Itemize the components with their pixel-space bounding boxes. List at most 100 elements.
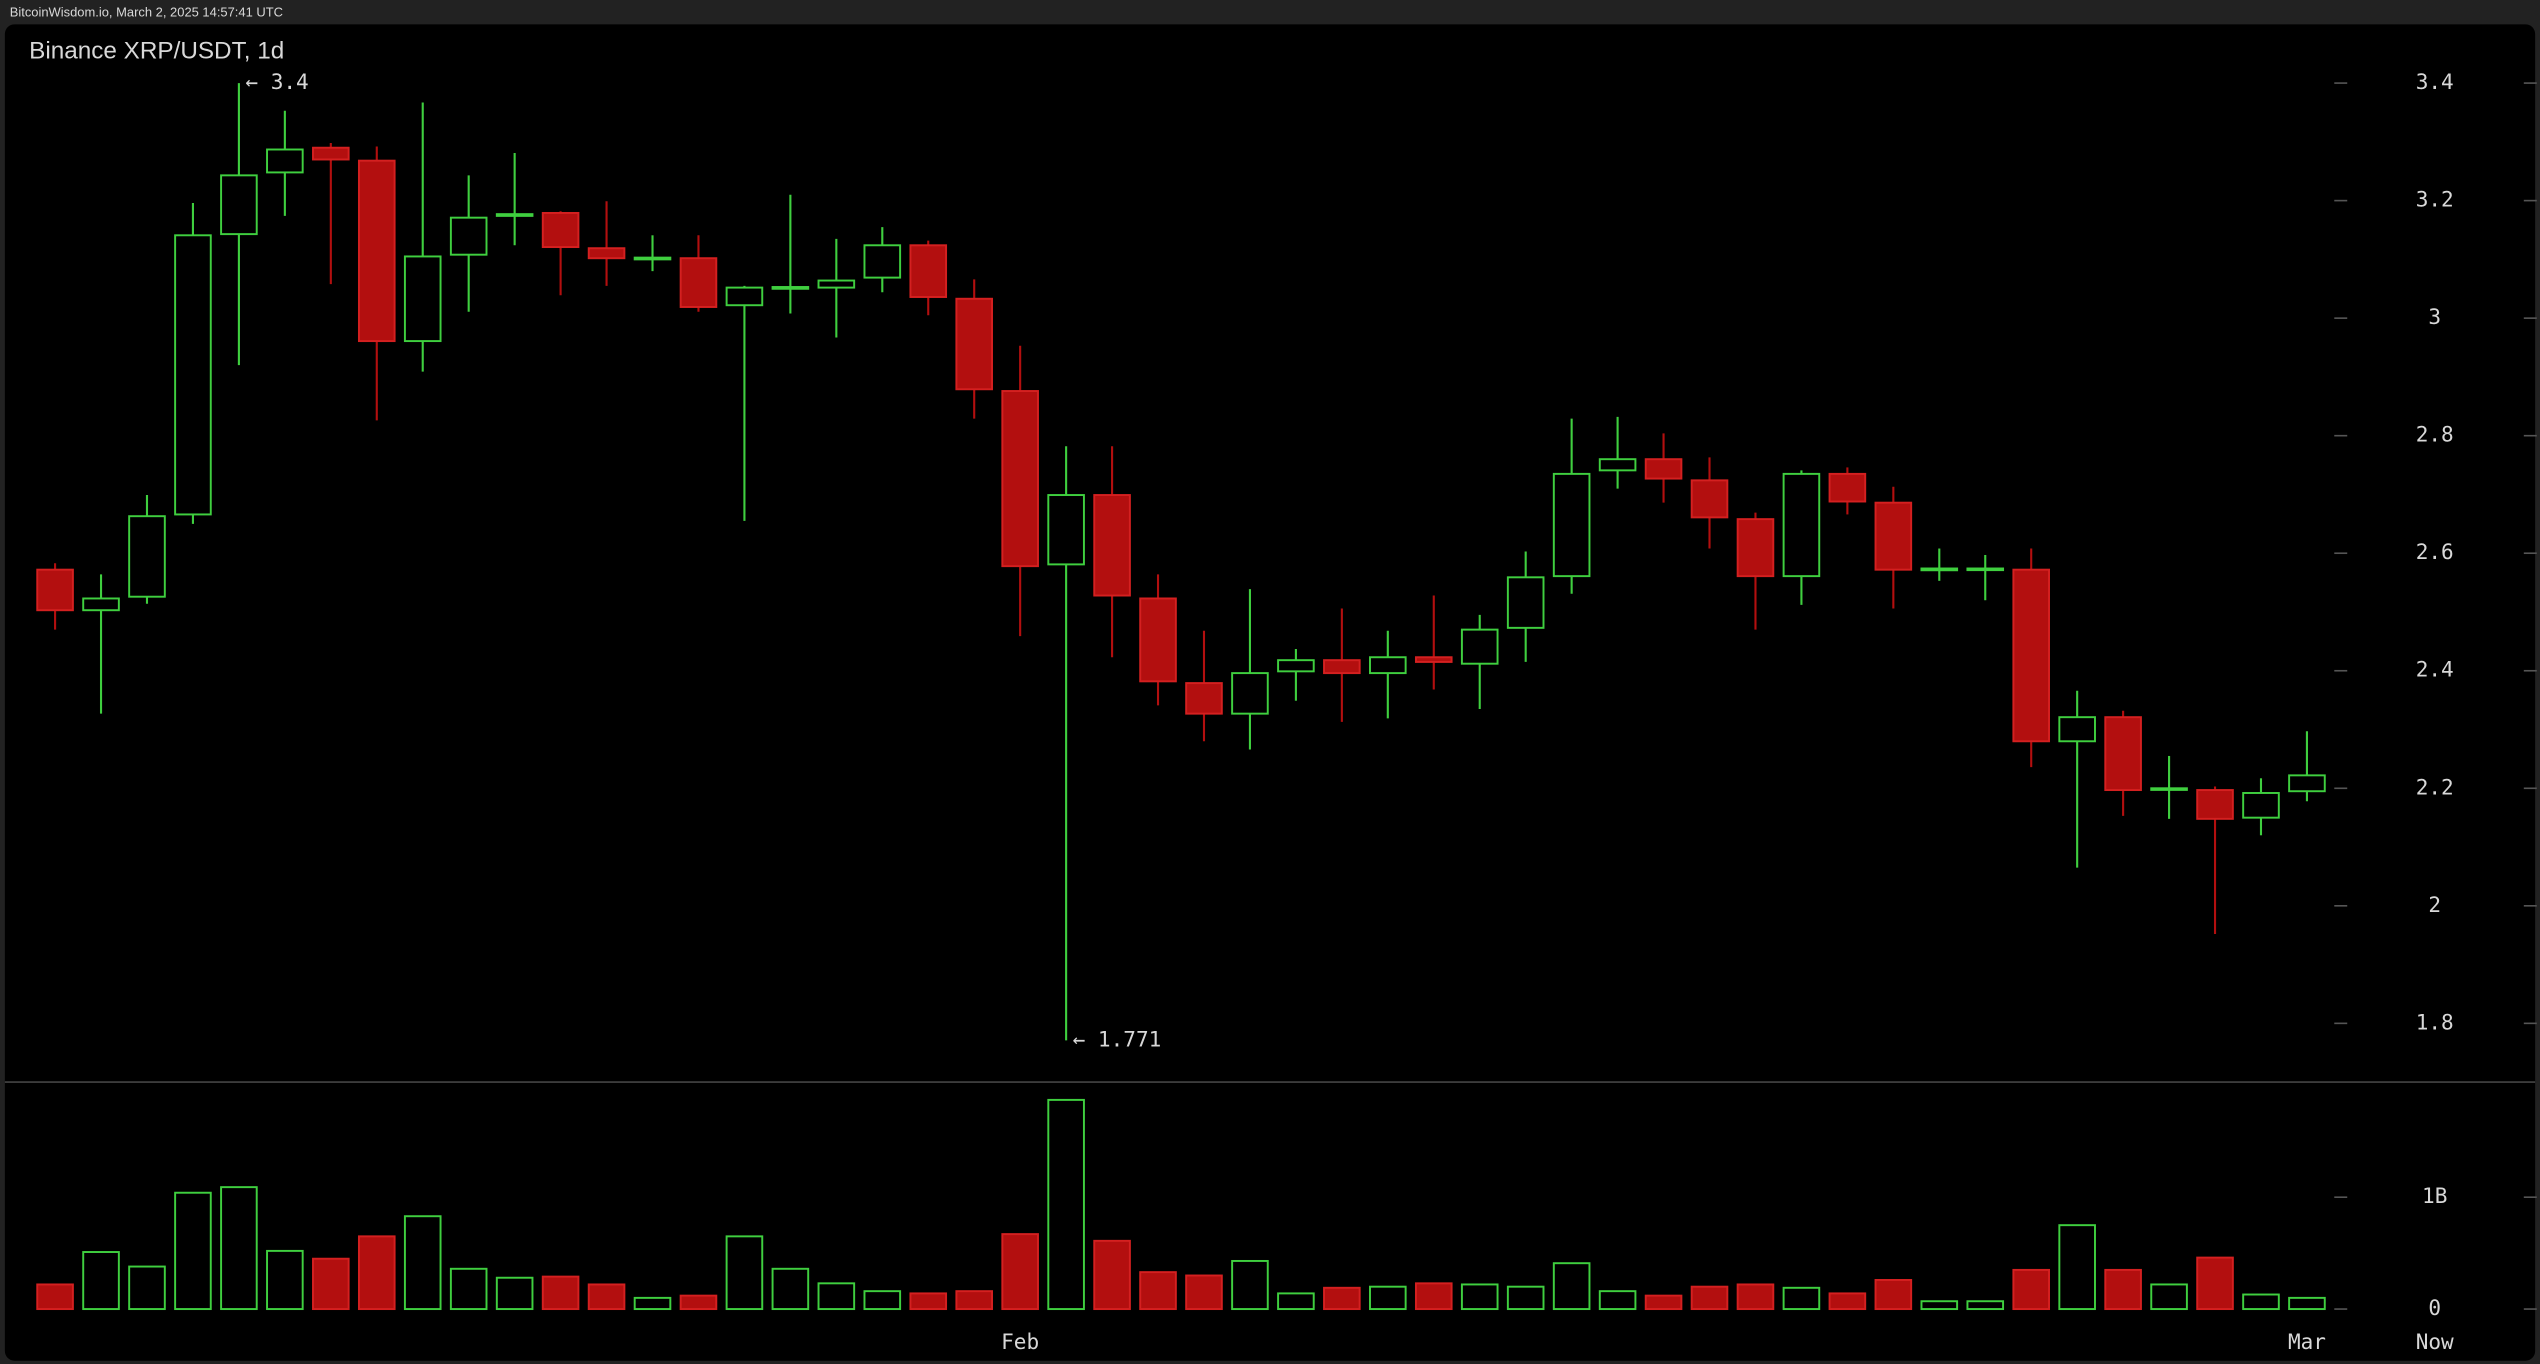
volume-bar [1966, 1300, 2005, 1311]
candle-body [2150, 787, 2188, 791]
y-tick-label: 0 [2428, 1295, 2441, 1320]
candle-body [357, 159, 396, 343]
candle-body [909, 244, 948, 298]
candle-body [1828, 472, 1867, 503]
header: BitcoinWisdom.io, March 2, 2025 14:57:41… [10, 4, 283, 19]
candle-body [863, 244, 902, 279]
candle-body [1047, 494, 1085, 566]
candle-body [266, 148, 304, 174]
volume-bar [1644, 1294, 1683, 1311]
x-tick-label: Mar [2288, 1329, 2326, 1354]
volume-bar [541, 1275, 580, 1311]
volume-bar [82, 1251, 120, 1311]
volume-bar [1828, 1292, 1867, 1311]
candle-body [1277, 659, 1315, 673]
volume-bar [174, 1191, 212, 1311]
volume-bar [1506, 1285, 1545, 1311]
candle-body [2012, 568, 2050, 743]
candle-body [174, 234, 212, 516]
volume-bar [725, 1235, 764, 1311]
volume-bar [1369, 1285, 1407, 1311]
volume-bar [2242, 1293, 2280, 1311]
volume-bar [36, 1283, 74, 1311]
volume-bar [1460, 1283, 1499, 1311]
candle-body [1460, 628, 1499, 665]
volume-bar [449, 1267, 488, 1311]
candle-body [2058, 716, 2096, 743]
volume-bar [2058, 1224, 2096, 1311]
candle-body [2104, 716, 2142, 792]
volume-bar [817, 1282, 856, 1311]
y-tick-label: 3.4 [2416, 69, 2454, 94]
candle-body [403, 255, 442, 343]
candle-body [2288, 774, 2326, 793]
y-tick-label: 2 [2428, 892, 2441, 917]
y-tick-label: 1.8 [2416, 1009, 2454, 1034]
volume-bar [357, 1235, 396, 1311]
candle-body [1644, 458, 1683, 480]
y-tick-label: 1B [2422, 1183, 2447, 1208]
candle-body [1598, 458, 1637, 472]
candle-body [1736, 518, 1775, 578]
candle-body [587, 247, 626, 260]
candle-body [955, 297, 993, 391]
volume-bar [1598, 1290, 1637, 1311]
volume-bar [2012, 1268, 2050, 1311]
volume-bar [2104, 1268, 2142, 1311]
candle-body [495, 213, 534, 217]
volume-bar [1782, 1286, 1821, 1311]
volume-bar [2150, 1283, 2188, 1311]
volume-bar [2196, 1256, 2234, 1311]
candle-body [128, 515, 166, 598]
candle-body [1874, 501, 1913, 571]
volume-bar [266, 1249, 304, 1311]
candle-body [633, 256, 672, 261]
candle-body [2242, 792, 2280, 819]
volume-bar [1552, 1262, 1591, 1311]
candle-body [1966, 567, 2005, 572]
candle-body [1139, 597, 1177, 683]
x-tick-label: Feb [1001, 1329, 1039, 1354]
volume-bar [495, 1276, 534, 1311]
candle-body [449, 216, 488, 256]
volume-bar [312, 1257, 350, 1311]
volume-bar [403, 1215, 442, 1311]
volume-bar [771, 1267, 810, 1311]
candle-body [1231, 672, 1269, 715]
candle-body [312, 146, 350, 161]
candle-body [2196, 789, 2234, 820]
volume-bar [1047, 1098, 1085, 1311]
y-tick-label: 2.4 [2416, 657, 2454, 682]
volume-bar [909, 1292, 948, 1311]
volume-bar [863, 1290, 902, 1311]
volume-bar [1231, 1259, 1269, 1311]
now-label: Now [2416, 1329, 2454, 1354]
candle-body [36, 568, 74, 612]
y-tick-label: 3.2 [2416, 187, 2454, 212]
candle-body [82, 597, 120, 612]
volume-bar [1093, 1239, 1131, 1311]
candle-body [1414, 656, 1453, 663]
candle-body [679, 257, 718, 308]
volume-bar [1277, 1292, 1315, 1311]
volume-bar [1690, 1285, 1729, 1311]
candle-body [220, 174, 258, 236]
y-tick-label: 2.8 [2416, 422, 2454, 447]
y-tick-label: 2.6 [2416, 539, 2454, 564]
volume-bar [1001, 1233, 1039, 1311]
candle-body [725, 286, 764, 307]
volume-bar [2288, 1296, 2326, 1311]
candle-body [1782, 472, 1821, 578]
volume-bar [128, 1265, 166, 1311]
candle-body [1690, 479, 1729, 519]
y-tick-label: 2.2 [2416, 774, 2454, 799]
candle-body [771, 286, 810, 290]
chart-area [4, 24, 2536, 1361]
volume-bar [1736, 1283, 1775, 1311]
volume-bar [679, 1294, 718, 1311]
candle-body [1920, 567, 1959, 572]
candle-body [817, 279, 856, 289]
candle-body [1093, 494, 1131, 597]
